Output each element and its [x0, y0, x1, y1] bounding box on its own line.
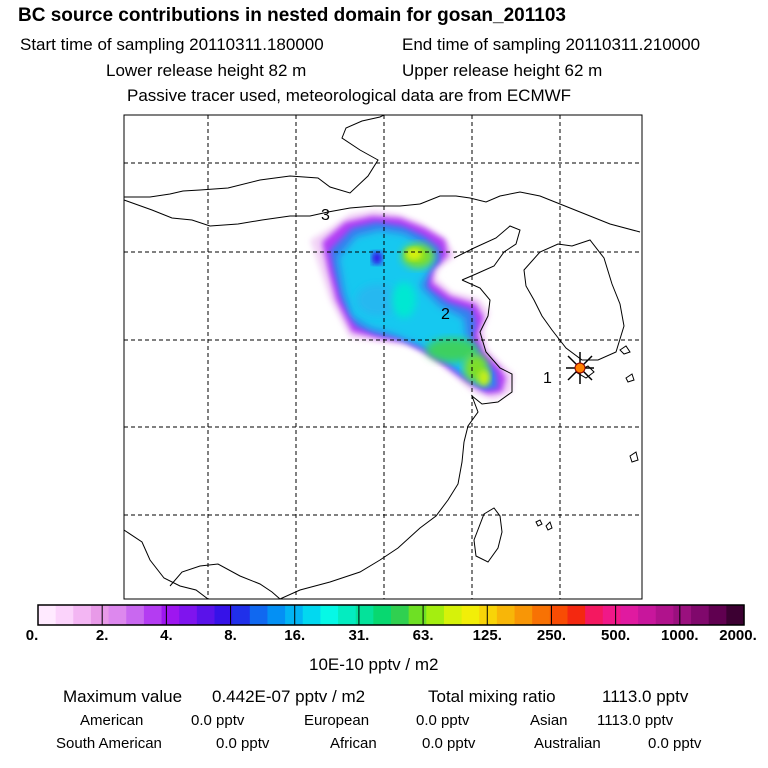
- colorbar-tick-label: 16.: [284, 627, 306, 644]
- colorbar-tick-label: 500.: [601, 627, 631, 644]
- map-panel: 1 2 3: [123, 114, 643, 600]
- region-asian-value: 1113.0 pptv: [597, 712, 674, 729]
- upper-release-label: Upper release height 62 m: [402, 61, 603, 80]
- colorbar-tick-label: 63.: [412, 627, 434, 644]
- region-african-name: African: [330, 735, 377, 752]
- colorbar-tick-label: 31.: [348, 627, 370, 644]
- region-african-value: 0.0 pptv: [422, 735, 476, 752]
- colorbar-tick-label: 2.: [95, 627, 109, 644]
- region-australian-value: 0.0 pptv: [648, 735, 702, 752]
- colorbar-tick-label: 125.: [472, 627, 502, 644]
- map-label-1: 1: [543, 370, 552, 387]
- region-european-name: European: [304, 712, 370, 729]
- end-time-label: End time of sampling 20110311.210000: [402, 35, 701, 54]
- max-value-label: Maximum value: [63, 687, 183, 706]
- region-american-name: American: [80, 712, 144, 729]
- colorbar-units: 10E-10 pptv / m2: [309, 655, 439, 674]
- lower-release-label: Lower release height 82 m: [106, 61, 307, 80]
- colorbar-tick-label: 1000.: [661, 627, 699, 644]
- max-value: 0.442E-07 pptv / m2: [212, 687, 366, 706]
- region-european-value: 0.0 pptv: [416, 712, 470, 729]
- region-south-american-name: South American: [56, 735, 162, 752]
- plot-title: BC source contributions in nested domain…: [18, 5, 566, 26]
- tracer-note: Passive tracer used, meteorological data…: [127, 86, 572, 105]
- region-asian-name: Asian: [530, 712, 568, 729]
- start-time-label: Start time of sampling 20110311.180000: [20, 35, 324, 54]
- colorbar-tick-label: 2000.: [719, 627, 757, 644]
- region-australian-name: Australian: [534, 735, 601, 752]
- colorbar-tick-label: 0.: [25, 627, 39, 644]
- map-frame: [123, 114, 643, 600]
- map-label-2: 2: [441, 306, 450, 323]
- colorbar-tick-label: 4.: [160, 627, 173, 644]
- total-mixing-value: 1113.0 pptv: [602, 687, 689, 706]
- lat-lon-grid: [124, 115, 642, 599]
- total-mixing-label: Total mixing ratio: [428, 687, 556, 706]
- receptor-marker: [566, 352, 594, 384]
- colorbar-tick-label: 250.: [536, 627, 567, 644]
- coastline-layer: [124, 115, 641, 599]
- plume-field: [310, 210, 514, 400]
- region-south-american-value: 0.0 pptv: [216, 735, 270, 752]
- colorbar-tick-label: 8.: [224, 627, 237, 644]
- map-label-3: 3: [321, 207, 330, 224]
- region-american-value: 0.0 pptv: [191, 712, 245, 729]
